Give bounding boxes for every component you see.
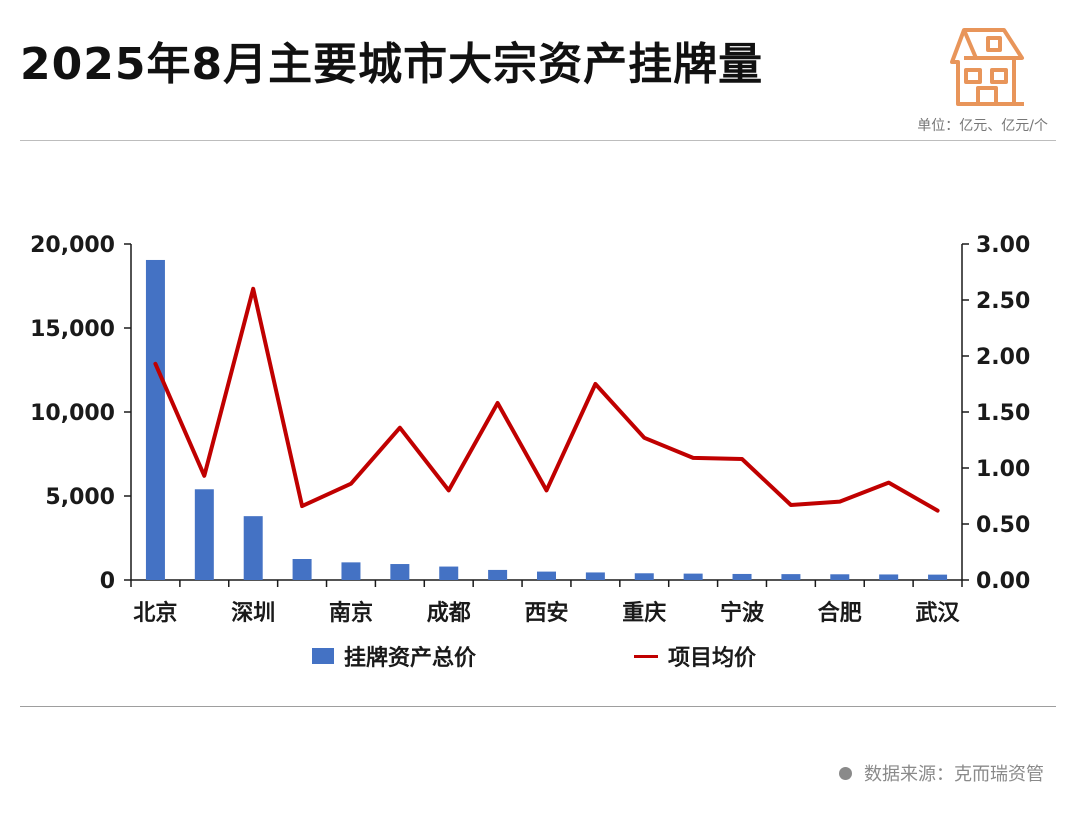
x-category-label: 深圳	[231, 601, 275, 626]
bar	[781, 574, 801, 580]
source-text: 数据来源：克而瑞资管	[864, 764, 1044, 785]
x-category-label: 重庆	[622, 600, 666, 626]
legend-swatch-bar	[312, 648, 334, 664]
legend-swatch-line	[634, 654, 658, 658]
bar	[243, 516, 263, 580]
right-tick-label: 3.00	[976, 233, 1030, 258]
bar	[194, 489, 214, 580]
bullet-icon	[839, 766, 852, 780]
x-category-label: 武汉	[916, 601, 961, 626]
x-category-label: 北京	[133, 600, 177, 626]
right-tick-label: 2.00	[976, 345, 1030, 370]
left-tick-label: 10,000	[30, 401, 115, 426]
bar	[830, 574, 850, 580]
bar	[292, 559, 312, 580]
bar	[683, 573, 703, 580]
bar	[732, 573, 752, 580]
x-category-label: 西安	[524, 600, 568, 626]
source-note: 数据来源：克而瑞资管	[839, 760, 1044, 786]
unit-note: 单位：亿元、亿元/个	[917, 118, 1048, 134]
x-category-label: 合肥	[818, 600, 862, 626]
series-line-avg-price	[153, 286, 940, 513]
legend: 挂牌资产总价 项目均价	[0, 640, 1080, 672]
legend-item-bars: 挂牌资产总价	[312, 640, 476, 672]
x-category-label: 南京	[329, 600, 373, 626]
right-tick-label: 2.50	[976, 289, 1030, 314]
bar	[488, 569, 508, 580]
top-divider	[20, 140, 1056, 141]
bottom-divider	[20, 706, 1056, 707]
bar	[390, 564, 410, 580]
bar	[439, 566, 459, 580]
legend-label-line: 项目均价	[668, 646, 757, 671]
chart-title: 2025年8月主要城市大宗资产挂牌量	[20, 39, 764, 90]
right-tick-label: 1.00	[976, 457, 1030, 482]
bar	[928, 574, 948, 580]
x-category-label: 宁波	[720, 600, 765, 626]
right-tick-label: 1.50	[976, 401, 1030, 426]
combo-chart: 0 5,000 10,000 15,000 20,000 0.00 0.50 1.00 1.50…	[30, 233, 1030, 626]
left-tick-label: 20,000	[30, 233, 115, 258]
bar	[634, 573, 654, 580]
legend-label-bars: 挂牌资产总价	[344, 646, 477, 671]
legend-item-line: 项目均价	[634, 640, 756, 672]
right-tick-label: 0.00	[976, 569, 1030, 594]
left-tick-label: 15,000	[30, 317, 115, 342]
right-tick-label: 0.50	[976, 513, 1030, 538]
bar	[145, 259, 165, 580]
bar	[537, 571, 556, 580]
bar	[879, 574, 899, 580]
bar	[341, 562, 361, 580]
x-category-label: 成都	[427, 601, 471, 626]
left-tick-label: 5,000	[45, 485, 115, 510]
left-tick-label: 0	[100, 569, 115, 594]
bar	[585, 572, 605, 580]
house-icon	[950, 28, 1024, 106]
